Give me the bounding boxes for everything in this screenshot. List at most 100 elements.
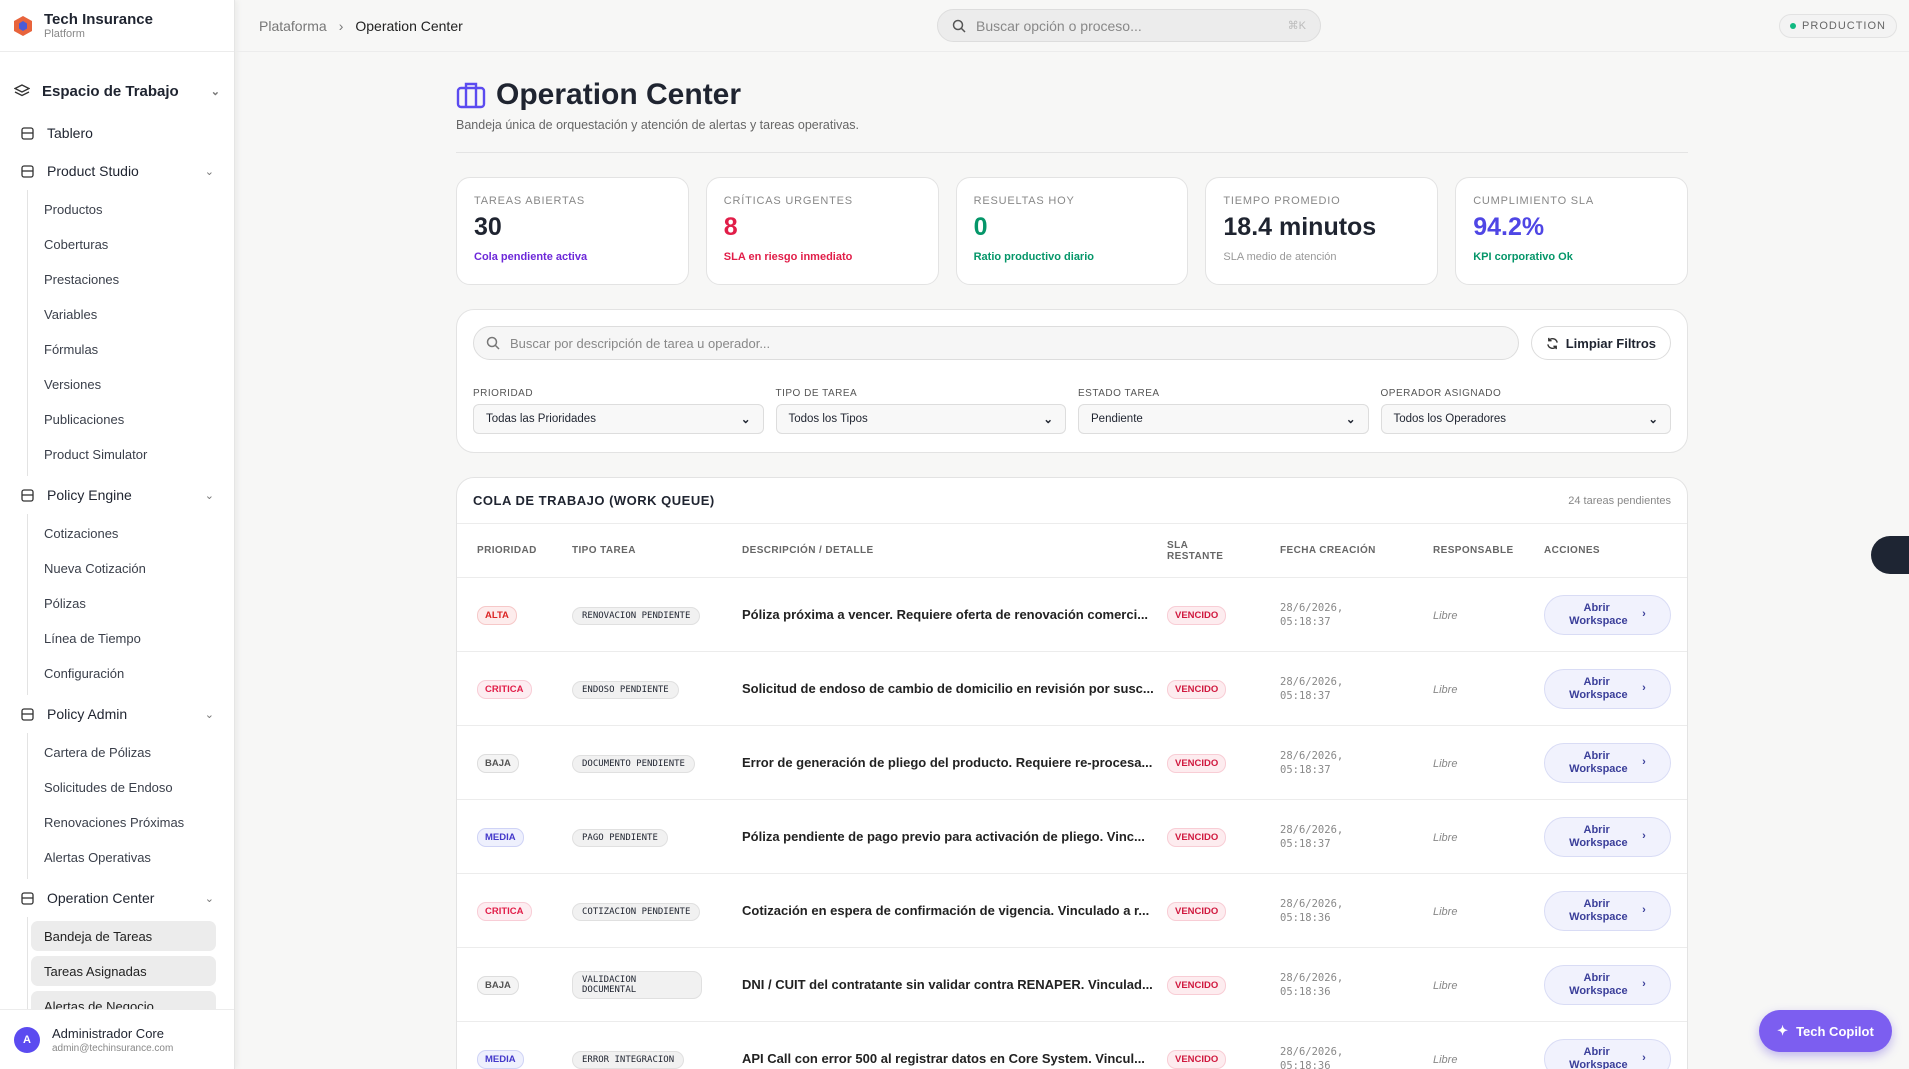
select-row: PRIORIDAD Todas las Prioridades ⌄ TIPO DE T…: [457, 360, 1687, 452]
filter-label: OPERADOR ASIGNADO: [1380, 388, 1502, 399]
column-header: PRIORIDAD: [477, 545, 537, 556]
cell: 28/6/2026, 05:18:36: [1260, 1045, 1413, 1069]
cell: Abrir Workspace ›: [1524, 594, 1687, 635]
kpi-value: 30: [474, 213, 502, 241]
type-badge: RENOVACION PENDIENTE: [572, 606, 701, 625]
nav-items: Productos Coberturas Prestaciones Variables…: [27, 190, 234, 476]
nav-item[interactable]: Nueva Cotización: [44, 561, 146, 576]
nav-item[interactable]: Línea de Tiempo: [44, 631, 141, 646]
nav-section[interactable]: Policy Engine ⌄: [0, 476, 234, 514]
crumb: Operation Center: [355, 17, 463, 34]
nav-item[interactable]: Alertas Operativas: [44, 850, 151, 865]
table-row: MEDIA PAGO PENDIENTE Póliza pendiente de p…: [457, 800, 1687, 874]
table-row: MEDIA ERROR INTEGRACION API Call con error…: [457, 1022, 1687, 1069]
search-placeholder: Buscar opción o proceso...: [976, 17, 1142, 34]
task-search-placeholder: Buscar por descripción de tarea u operad…: [510, 335, 771, 351]
workspace[interactable]: Espacio de Trabajo ⌄: [0, 68, 234, 114]
sla-badge: VENCIDO: [1167, 753, 1227, 773]
nav-item[interactable]: Productos: [44, 202, 103, 217]
cell: 28/6/2026, 05:18:37: [1260, 675, 1413, 703]
open-workspace[interactable]: Abrir Workspace ›: [1544, 594, 1671, 635]
kpi-card: TAREAS ABIERTAS 30 Cola pendiente activa: [456, 177, 689, 285]
env-label: PRODUCTION: [1802, 19, 1886, 32]
nav-item[interactable]: Versiones: [44, 377, 102, 392]
description: DNI / CUIT del contratante sin validar c…: [742, 977, 1153, 992]
action-label: Abrir Workspace: [1569, 823, 1628, 849]
action-label: Abrir Workspace: [1569, 897, 1628, 923]
global-search[interactable]: Buscar opción o proceso... ⌘K: [937, 9, 1321, 42]
kpi-note: KPI corporativo Ok: [1473, 251, 1573, 263]
nav-section-label: Policy Admin: [47, 706, 128, 722]
nav-item[interactable]: Coberturas: [44, 237, 109, 252]
sla-badge: VENCIDO: [1167, 975, 1227, 995]
copilot-button[interactable]: ✦ Tech Copilot: [1759, 1010, 1892, 1052]
open-workspace[interactable]: Abrir Workspace ›: [1544, 964, 1671, 1005]
open-workspace[interactable]: Abrir Workspace ›: [1544, 668, 1671, 709]
open-workspace[interactable]: Abrir Workspace ›: [1544, 816, 1671, 857]
cell: Libre: [1413, 606, 1524, 624]
created-date: 28/6/2026, 05:18:37: [1280, 675, 1344, 702]
nav-item[interactable]: Pólizas: [44, 596, 86, 611]
cell: 28/6/2026, 05:18:36: [1260, 971, 1413, 999]
table-row: CRITICA COTIZACION PENDIENTE Cotización en…: [457, 874, 1687, 948]
side-toggle[interactable]: [1871, 536, 1909, 574]
cell: Libre: [1413, 828, 1524, 846]
description: Error de generación de pliego del produc…: [742, 755, 1153, 770]
action-label: Abrir Workspace: [1569, 1045, 1628, 1069]
nav-item[interactable]: Publicaciones: [44, 412, 125, 427]
description: Cotización en espera de confirmación de …: [742, 903, 1150, 918]
cell: ENDOSO PENDIENTE: [552, 679, 722, 699]
nav-item[interactable]: Configuración: [44, 666, 125, 681]
open-workspace[interactable]: Abrir Workspace ›: [1544, 1038, 1671, 1069]
kpi-note: SLA medio de atención: [1223, 251, 1337, 263]
cell: DOCUMENTO PENDIENTE: [552, 753, 722, 773]
filter-label: ESTADO TAREA: [1078, 388, 1160, 399]
main: Operation Center Bandeja única de orques…: [456, 52, 1688, 1069]
priority-badge: CRITICA: [477, 901, 532, 921]
cell: Libre: [1413, 902, 1524, 920]
cell: Póliza pendiente de pago previo para act…: [722, 829, 1147, 844]
nav-section[interactable]: Policy Admin ⌄: [0, 695, 234, 733]
cell: Solicitud de endoso de cambio de domicil…: [722, 681, 1154, 696]
kpi-card: CRÍTICAS URGENTES 8 SLA en riesgo inmediat…: [705, 177, 939, 285]
cell: Libre: [1413, 754, 1524, 772]
table-header: PRIORIDAD TIPO TAREA DESCRIPCIÓN / DETALLE…: [457, 524, 1687, 578]
nav-item[interactable]: Cartera de Pólizas: [44, 745, 151, 760]
cell: VALIDACION DOCUMENTAL: [552, 970, 722, 999]
crumb[interactable]: Plataforma: [259, 17, 327, 34]
cell: VENCIDO: [1147, 679, 1260, 699]
priority-badge: BAJA: [477, 753, 519, 773]
nav-item[interactable]: Fórmulas: [44, 342, 99, 357]
cell: 28/6/2026, 05:18:37: [1260, 601, 1413, 629]
nav-section[interactable]: Tablero: [0, 114, 234, 152]
nav-section[interactable]: Operation Center ⌄: [0, 879, 234, 917]
open-workspace[interactable]: Abrir Workspace ›: [1544, 890, 1671, 931]
kpi-label: TIEMPO PROMEDIO: [1223, 195, 1341, 207]
nav-section-label: Operation Center: [47, 890, 155, 906]
created-date: 28/6/2026, 05:18:37: [1280, 601, 1344, 628]
filter-select[interactable]: Pendiente ⌄: [1078, 404, 1369, 434]
filter-select[interactable]: Todos los Operadores ⌄: [1380, 404, 1671, 434]
filter: ESTADO TAREA Pendiente ⌄: [1078, 388, 1369, 434]
sla-badge: VENCIDO: [1167, 679, 1227, 699]
user[interactable]: A Administrador Core admin@techinsurance.…: [0, 1009, 234, 1069]
owner: Libre: [1433, 1053, 1458, 1066]
filter-select[interactable]: Todas las Prioridades ⌄: [473, 404, 764, 434]
nav-item[interactable]: Product Simulator: [44, 447, 148, 462]
nav-item[interactable]: Renovaciones Próximas: [44, 815, 185, 830]
nav-item[interactable]: Tareas Asignadas: [31, 956, 216, 986]
nav-item[interactable]: Solicitudes de Endoso: [44, 780, 173, 795]
filter-select[interactable]: Todos los Tipos ⌄: [775, 404, 1066, 434]
nav-item[interactable]: Variables: [44, 307, 98, 322]
nav-item[interactable]: Bandeja de Tareas: [31, 921, 216, 951]
kpi-label: TAREAS ABIERTAS: [474, 195, 586, 207]
filter: TIPO DE TAREA Todos los Tipos ⌄: [775, 388, 1066, 434]
nav-item[interactable]: Prestaciones: [44, 272, 120, 287]
cell: Libre: [1413, 976, 1524, 994]
nav-section[interactable]: Product Studio ⌄: [0, 152, 234, 190]
clear-filters[interactable]: Limpiar Filtros: [1530, 326, 1671, 360]
open-workspace[interactable]: Abrir Workspace ›: [1544, 742, 1671, 783]
nav-item[interactable]: Cotizaciones: [44, 526, 119, 541]
task-search[interactable]: Buscar por descripción de tarea u operad…: [473, 326, 1519, 360]
